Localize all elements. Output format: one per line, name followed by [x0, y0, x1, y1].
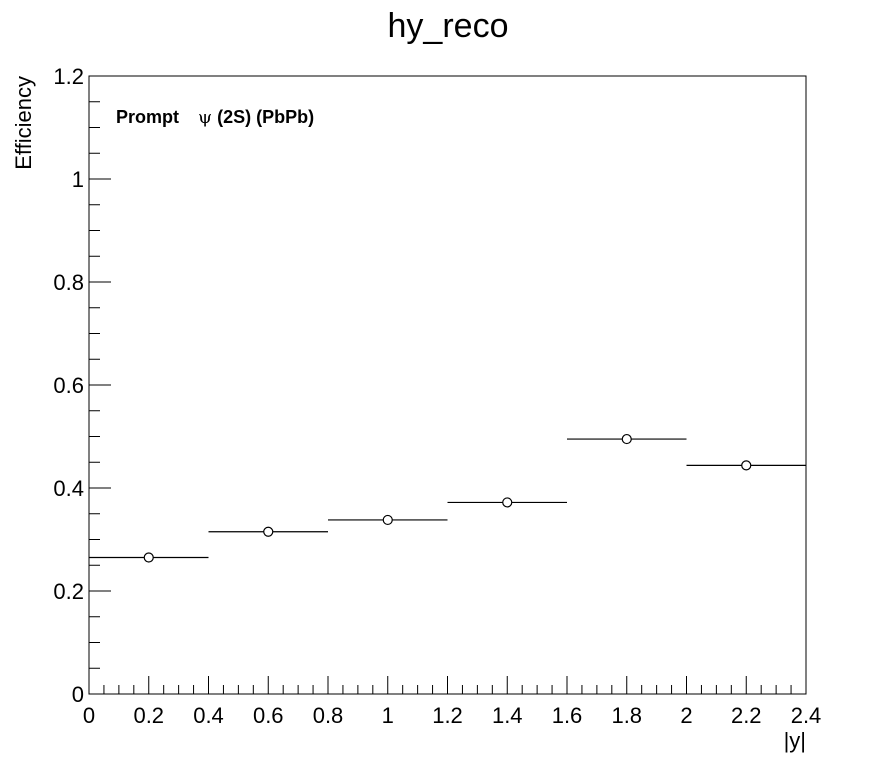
x-tick-label: 0.4	[193, 703, 224, 728]
chart-title: hy_reco	[388, 7, 509, 45]
annotation-psi-symbol: ψ	[198, 107, 212, 128]
x-tick-label: 2.2	[731, 703, 762, 728]
x-tick-label: 1.4	[492, 703, 523, 728]
y-axis-tick-labels: 0 0.2 0.4 0.6 0.8 1 1.2	[53, 64, 84, 707]
data-point	[208, 526, 328, 537]
x-tick-label: 1.6	[552, 703, 583, 728]
y-tick-label: 0.8	[53, 270, 84, 295]
y-tick-label: 0	[72, 682, 84, 707]
y-tick-label: 0.2	[53, 579, 84, 604]
x-tick-label: 2.4	[791, 703, 822, 728]
data-point	[89, 552, 209, 563]
open-circle-marker	[143, 552, 154, 563]
y-axis-ticks	[89, 75, 111, 695]
open-circle-marker	[621, 433, 632, 445]
x-axis-tick-labels: 0 0.2 0.4 0.6 0.8 1 1.2 1.4 1.6 1.8 2 2.2 2.4	[83, 703, 821, 728]
annotation-suffix: (2S) (PbPb)	[217, 107, 314, 127]
data-point	[567, 433, 687, 445]
data-point	[447, 497, 567, 508]
data-point	[686, 460, 806, 471]
y-tick-label: 1	[72, 167, 84, 192]
plot-annotation: Prompt ψ (2S) (PbPb)	[116, 107, 314, 128]
x-tick-label: 1.2	[432, 703, 463, 728]
x-axis-label: |y|	[784, 728, 806, 753]
x-tick-label: 1	[382, 703, 394, 728]
data-series	[89, 433, 806, 563]
x-tick-label: 0.2	[133, 703, 164, 728]
x-tick-label: 2	[680, 703, 692, 728]
open-circle-marker	[502, 497, 513, 508]
y-tick-label: 0.4	[53, 476, 84, 501]
open-circle-marker	[382, 514, 393, 526]
x-tick-label: 1.8	[611, 703, 642, 728]
x-tick-label: 0.8	[313, 703, 344, 728]
x-tick-label: 0.6	[253, 703, 284, 728]
y-tick-label: 0.6	[53, 373, 84, 398]
x-axis-ticks	[88, 676, 807, 694]
data-point	[328, 514, 448, 526]
y-tick-label: 1.2	[53, 64, 84, 89]
annotation-prefix: Prompt	[116, 107, 179, 127]
open-circle-marker	[741, 460, 752, 471]
open-circle-marker	[263, 526, 274, 537]
y-axis-label: Efficiency	[11, 76, 36, 170]
x-tick-label: 0	[83, 703, 95, 728]
